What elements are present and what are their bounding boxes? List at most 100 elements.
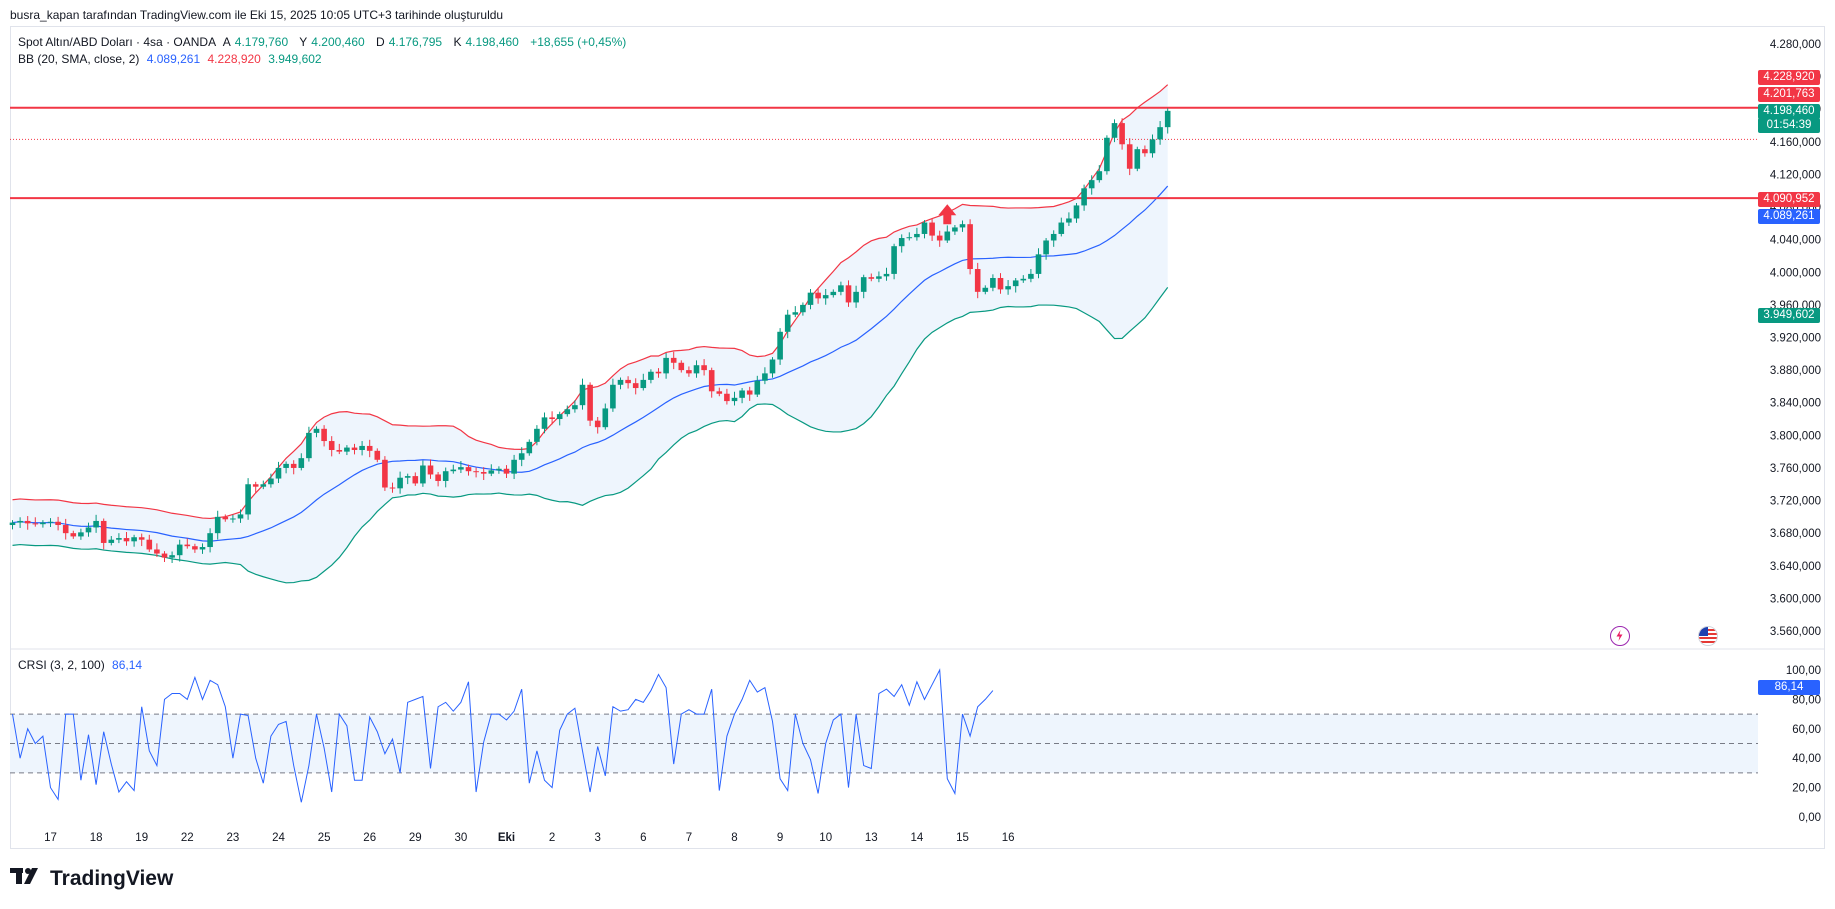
candle (587, 384, 593, 421)
candle (1096, 171, 1103, 181)
price-tick-label: 3.920,000 (1770, 333, 1821, 345)
crsi-label[interactable]: CRSI (3, 2, 100) (18, 658, 105, 672)
time-tick-label: 6 (640, 832, 646, 844)
candle (290, 463, 297, 468)
price-tick-label: 4.280,000 (1770, 39, 1821, 51)
candle (306, 432, 312, 459)
time-tick-label: 8 (731, 832, 737, 844)
candle (344, 447, 350, 452)
candle (1043, 240, 1049, 255)
symbol-label[interactable]: Spot Altın/ABD Doları · 4sa · OANDA (18, 35, 217, 49)
candle (313, 428, 320, 433)
candle (807, 292, 814, 305)
crsi-tick-label: 20,00 (1792, 783, 1821, 795)
candle (929, 222, 935, 236)
candle (982, 287, 989, 292)
bb-upper-value: 4.228,920 (207, 52, 261, 66)
candle (328, 441, 335, 451)
candle (480, 472, 487, 474)
candle (442, 471, 449, 481)
price-tick-label: 3.760,000 (1770, 463, 1821, 475)
candle (138, 537, 145, 540)
candle (123, 538, 130, 542)
candle (564, 409, 571, 415)
time-tick-label: 17 (44, 832, 57, 844)
time-tick-label: 30 (455, 832, 468, 844)
high-number: 4.200,460 (311, 35, 365, 49)
bb-band-fill (12, 84, 1168, 583)
candle (85, 527, 92, 533)
time-tick-label: 15 (956, 832, 969, 844)
candle (792, 312, 799, 315)
candle (374, 450, 381, 460)
candle (1142, 149, 1148, 154)
bb-basis-tag: 4.089,261 (1758, 209, 1820, 224)
candle (275, 467, 282, 479)
candle (678, 362, 685, 371)
last-price-tag: 4.198,460 (1758, 104, 1820, 119)
candle (891, 246, 897, 274)
candle (746, 390, 753, 395)
arrow-up-icon (938, 204, 957, 225)
candle (336, 450, 343, 452)
price-tick-label: 3.560,000 (1770, 626, 1821, 638)
us-flag-icon[interactable] (1698, 626, 1718, 646)
price-tick-label: 3.800,000 (1770, 430, 1821, 442)
candle (1111, 123, 1118, 138)
close-label: K (453, 35, 462, 49)
candle (1081, 188, 1087, 206)
tradingview-logo-text: TradingView (50, 867, 174, 890)
candle (1066, 218, 1072, 223)
candle (420, 465, 426, 484)
candle (1104, 137, 1110, 172)
candle (974, 269, 981, 292)
candle (1050, 233, 1057, 241)
candle (731, 397, 738, 402)
candle (541, 417, 548, 429)
price-tick-label: 4.000,000 (1770, 267, 1821, 279)
candle (389, 487, 396, 489)
time-tick-label: 29 (409, 832, 422, 844)
candle (822, 295, 829, 299)
candle (640, 379, 647, 389)
candle (176, 544, 183, 556)
candle (382, 459, 388, 488)
candle (572, 405, 578, 410)
candle (260, 484, 267, 487)
candle (579, 384, 586, 406)
price-tick-label: 3.720,000 (1770, 496, 1821, 508)
candle (70, 533, 77, 537)
candle (321, 428, 327, 442)
candle (716, 391, 723, 394)
candle (47, 521, 54, 523)
price-tick-label: 3.680,000 (1770, 528, 1821, 540)
candle (1164, 110, 1171, 128)
tradingview-logo[interactable]: TradingView (10, 866, 173, 892)
candle (1028, 273, 1034, 279)
crsi-tag: 86,14 (1758, 680, 1820, 695)
candle (397, 477, 403, 489)
candle (777, 331, 783, 360)
flash-icon[interactable] (1610, 626, 1630, 646)
crsi-value: 86,14 (112, 658, 143, 672)
candle (427, 465, 434, 475)
time-tick-label: 7 (686, 832, 692, 844)
time-tick-label: 2 (549, 832, 555, 844)
bb-label[interactable]: BB (20, SMA, close, 2) (18, 52, 140, 66)
time-tick-label: 10 (819, 832, 832, 844)
crsi-legend: CRSI (3, 2, 100) 86,14 (18, 658, 146, 672)
time-tick-label: 23 (227, 832, 240, 844)
candle (298, 458, 305, 468)
candle (154, 549, 160, 554)
close-number: 4.198,460 (465, 35, 519, 49)
candle (952, 227, 958, 232)
candle (199, 547, 206, 550)
time-tick-label: 18 (90, 832, 103, 844)
candle (898, 238, 905, 247)
candle (496, 468, 502, 471)
candle (883, 273, 890, 277)
price-tick-label: 3.880,000 (1770, 365, 1821, 377)
price-tick-label: 4.040,000 (1770, 235, 1821, 247)
candle (9, 522, 16, 526)
